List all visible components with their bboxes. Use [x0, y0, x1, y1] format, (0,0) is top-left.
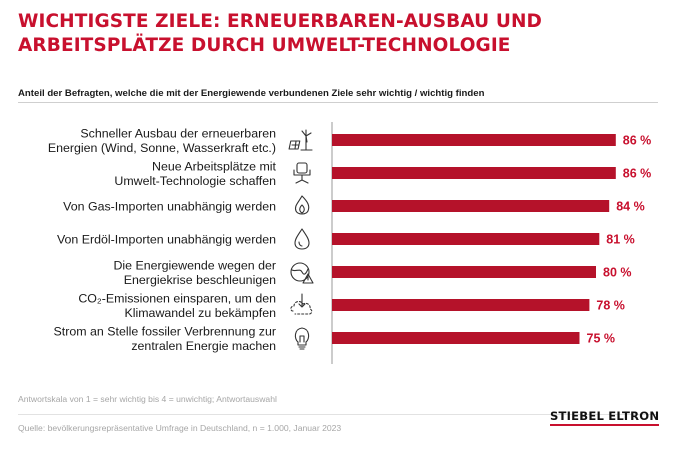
bar — [332, 233, 600, 245]
office-chair-icon — [293, 162, 311, 184]
category-label: Von Erdöl-Importen unabhängig werden — [57, 233, 276, 247]
footer-divider — [18, 414, 658, 415]
title-line-2: ARBEITSPLÄTZE DURCH UMWELT-TECHNOLOGIE — [18, 35, 511, 56]
category-label: Neue Arbeitsplätze mit — [152, 159, 277, 173]
data-label: 86 % — [623, 167, 652, 181]
data-label: 78 % — [596, 299, 625, 313]
category-label: Umwelt-Technologie schaffen — [114, 174, 276, 188]
oil-drop-icon — [294, 228, 310, 250]
chart-subtitle: Anteil der Befragten, welche die mit der… — [18, 88, 485, 99]
category-label: zentralen Energie machen — [131, 339, 276, 353]
title-line-1: WICHTIGSTE ZIELE: ERNEUERBAREN-AUSBAU UN… — [18, 11, 542, 32]
chart-title: WICHTIGSTE ZIELE: ERNEUERBAREN-AUSBAU UN… — [18, 10, 658, 58]
answer-scale-note: Antwortskala von 1 = sehr wichtig bis 4 … — [18, 394, 277, 404]
category-label: Schneller Ausbau der erneuerbaren — [80, 126, 276, 140]
data-label: 84 % — [616, 200, 645, 214]
globe-warning-icon — [290, 262, 314, 284]
category-label: Strom an Stelle fossiler Verbrennung zur — [54, 324, 276, 338]
category-label: Von Gas-Importen unabhängig werden — [63, 200, 276, 214]
category-label: Energiekrise beschleunigen — [124, 273, 276, 287]
light-bulb-icon — [294, 327, 310, 350]
wind-solar-icon — [288, 129, 313, 151]
brand-logo: STIEBEL ELTRON — [550, 409, 660, 426]
bar — [332, 134, 616, 146]
data-label: 86 % — [623, 134, 652, 148]
emission-cloud-icon — [290, 293, 313, 315]
data-label: 75 % — [587, 332, 616, 346]
source-note: Quelle: bevölkerungsrepräsentative Umfra… — [18, 423, 342, 433]
bar-chart: Schneller Ausbau der erneuerbarenEnergie… — [48, 122, 652, 364]
title-divider — [18, 102, 658, 103]
category-label: Klimawandel zu bekämpfen — [124, 306, 276, 320]
category-label: CO₂-Emissionen einsparen, um den — [78, 291, 276, 305]
data-label: 80 % — [603, 266, 632, 280]
gas-flame-icon — [294, 195, 310, 215]
data-label: 81 % — [606, 233, 635, 247]
bar — [332, 332, 580, 344]
bar — [332, 299, 590, 311]
category-label: Die Energiewende wegen der — [113, 258, 276, 272]
bar — [332, 200, 610, 212]
bar — [332, 266, 596, 278]
bar — [332, 167, 616, 179]
category-label: Energien (Wind, Sonne, Wasserkraft etc.) — [48, 141, 276, 155]
